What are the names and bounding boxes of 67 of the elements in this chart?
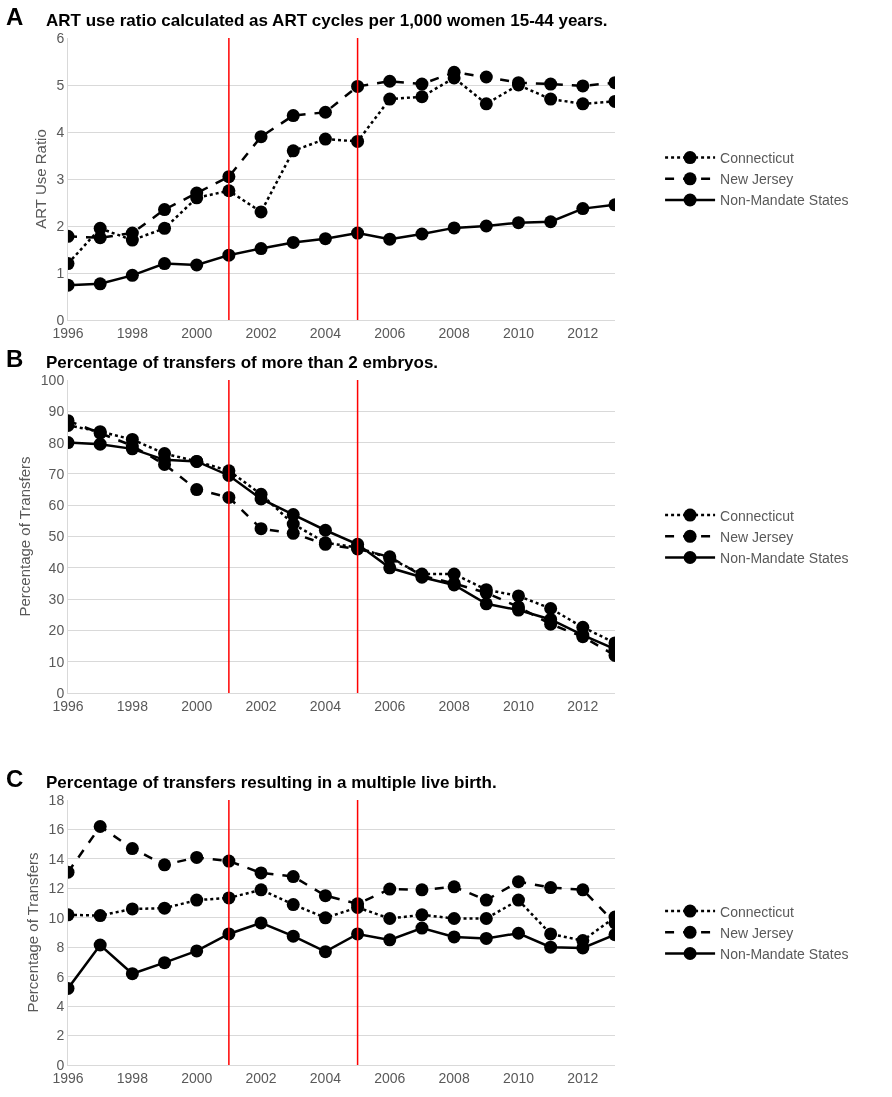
x-tick-label: 2008 (438, 324, 470, 341)
y-tick-label: 1 (56, 264, 65, 281)
y-tick-label: 10 (48, 909, 65, 926)
y-tick-label: 100 (40, 371, 65, 388)
x-tick-label: 2006 (374, 697, 406, 714)
legend-label: New Jersey (720, 924, 794, 941)
legend-label: Non-Mandate States (720, 192, 849, 209)
x-tick-label: 2010 (502, 324, 535, 341)
y-tick-label: 18 (48, 791, 65, 808)
legend-label: Non-Mandate States (720, 945, 849, 962)
y-tick-label: 10 (48, 653, 65, 670)
y-tick-label: 4 (56, 123, 65, 140)
y-tick-label: 90 (48, 403, 65, 420)
x-tick-label: 2012 (567, 1069, 599, 1086)
x-tick-label: 2012 (567, 324, 599, 341)
y-tick-label: 6 (56, 29, 65, 46)
y-axis-title: Percentage of Transfers (16, 456, 34, 617)
y-axis-title: ART Use Ratio (31, 129, 49, 229)
x-tick-label: 2000 (181, 1069, 213, 1086)
x-tick-label: 2010 (502, 1069, 535, 1086)
y-tick-label: 8 (56, 939, 65, 956)
y-tick-label: 60 (48, 497, 65, 514)
legend-label: Connecticut (720, 903, 795, 920)
x-tick-label: 2006 (374, 324, 406, 341)
text: A (6, 3, 24, 30)
y-tick-label: 2 (56, 1027, 65, 1044)
x-tick-label: 2008 (438, 697, 470, 714)
x-tick-label: 1998 (116, 324, 149, 341)
chart-title: Percentage of transfers of more than 2 embryos. (46, 353, 439, 372)
chart-title: Percentage of transfers resulting in a multiple live birth. (46, 773, 497, 792)
y-tick-label: 70 (48, 465, 65, 482)
x-tick-label: 2004 (309, 1069, 342, 1086)
x-tick-label: 2002 (245, 1069, 277, 1086)
x-tick-label: 2004 (309, 697, 342, 714)
legend-label: New Jersey (720, 171, 794, 188)
x-tick-label: 2002 (245, 697, 277, 714)
x-tick-label: 1998 (116, 1069, 149, 1086)
x-tick-label: 2012 (567, 697, 599, 714)
y-tick-label: 12 (48, 880, 65, 897)
y-tick-label: 3 (56, 170, 65, 187)
y-tick-label: 2 (56, 217, 65, 234)
y-tick-label: 30 (48, 591, 65, 607)
text: C (6, 765, 24, 792)
y-tick-label: 5 (56, 76, 65, 93)
y-tick-label: 14 (48, 850, 65, 867)
x-tick-label: 2008 (438, 1069, 470, 1086)
x-tick-label: 2004 (309, 324, 342, 341)
y-tick-label: 40 (48, 559, 65, 576)
legend-label: New Jersey (720, 528, 794, 545)
y-tick-label: 4 (56, 998, 65, 1015)
y-tick-label: 20 (48, 622, 65, 639)
y-tick-label: 6 (56, 968, 65, 985)
x-tick-label: 2002 (245, 324, 277, 341)
y-axis-title: Percentage of Transfers (23, 852, 41, 1013)
chart-title: ART use ratio calculated as ART cycles per 1,000 women 15-44 years. (46, 11, 608, 30)
x-tick-label: 2010 (502, 697, 535, 714)
x-tick-label: 2006 (374, 1069, 406, 1086)
legend-label: Connecticut (720, 507, 795, 524)
y-tick-label: 16 (48, 821, 65, 838)
x-tick-label: 2000 (181, 324, 213, 341)
y-tick-label: 80 (48, 434, 65, 451)
legend-label: Connecticut (720, 150, 795, 167)
legend-label: Non-Mandate States (720, 549, 849, 566)
x-tick-label: 2000 (181, 697, 213, 714)
x-tick-label: 1998 (116, 697, 149, 714)
text: B (6, 345, 24, 372)
y-tick-label: 50 (48, 528, 65, 545)
